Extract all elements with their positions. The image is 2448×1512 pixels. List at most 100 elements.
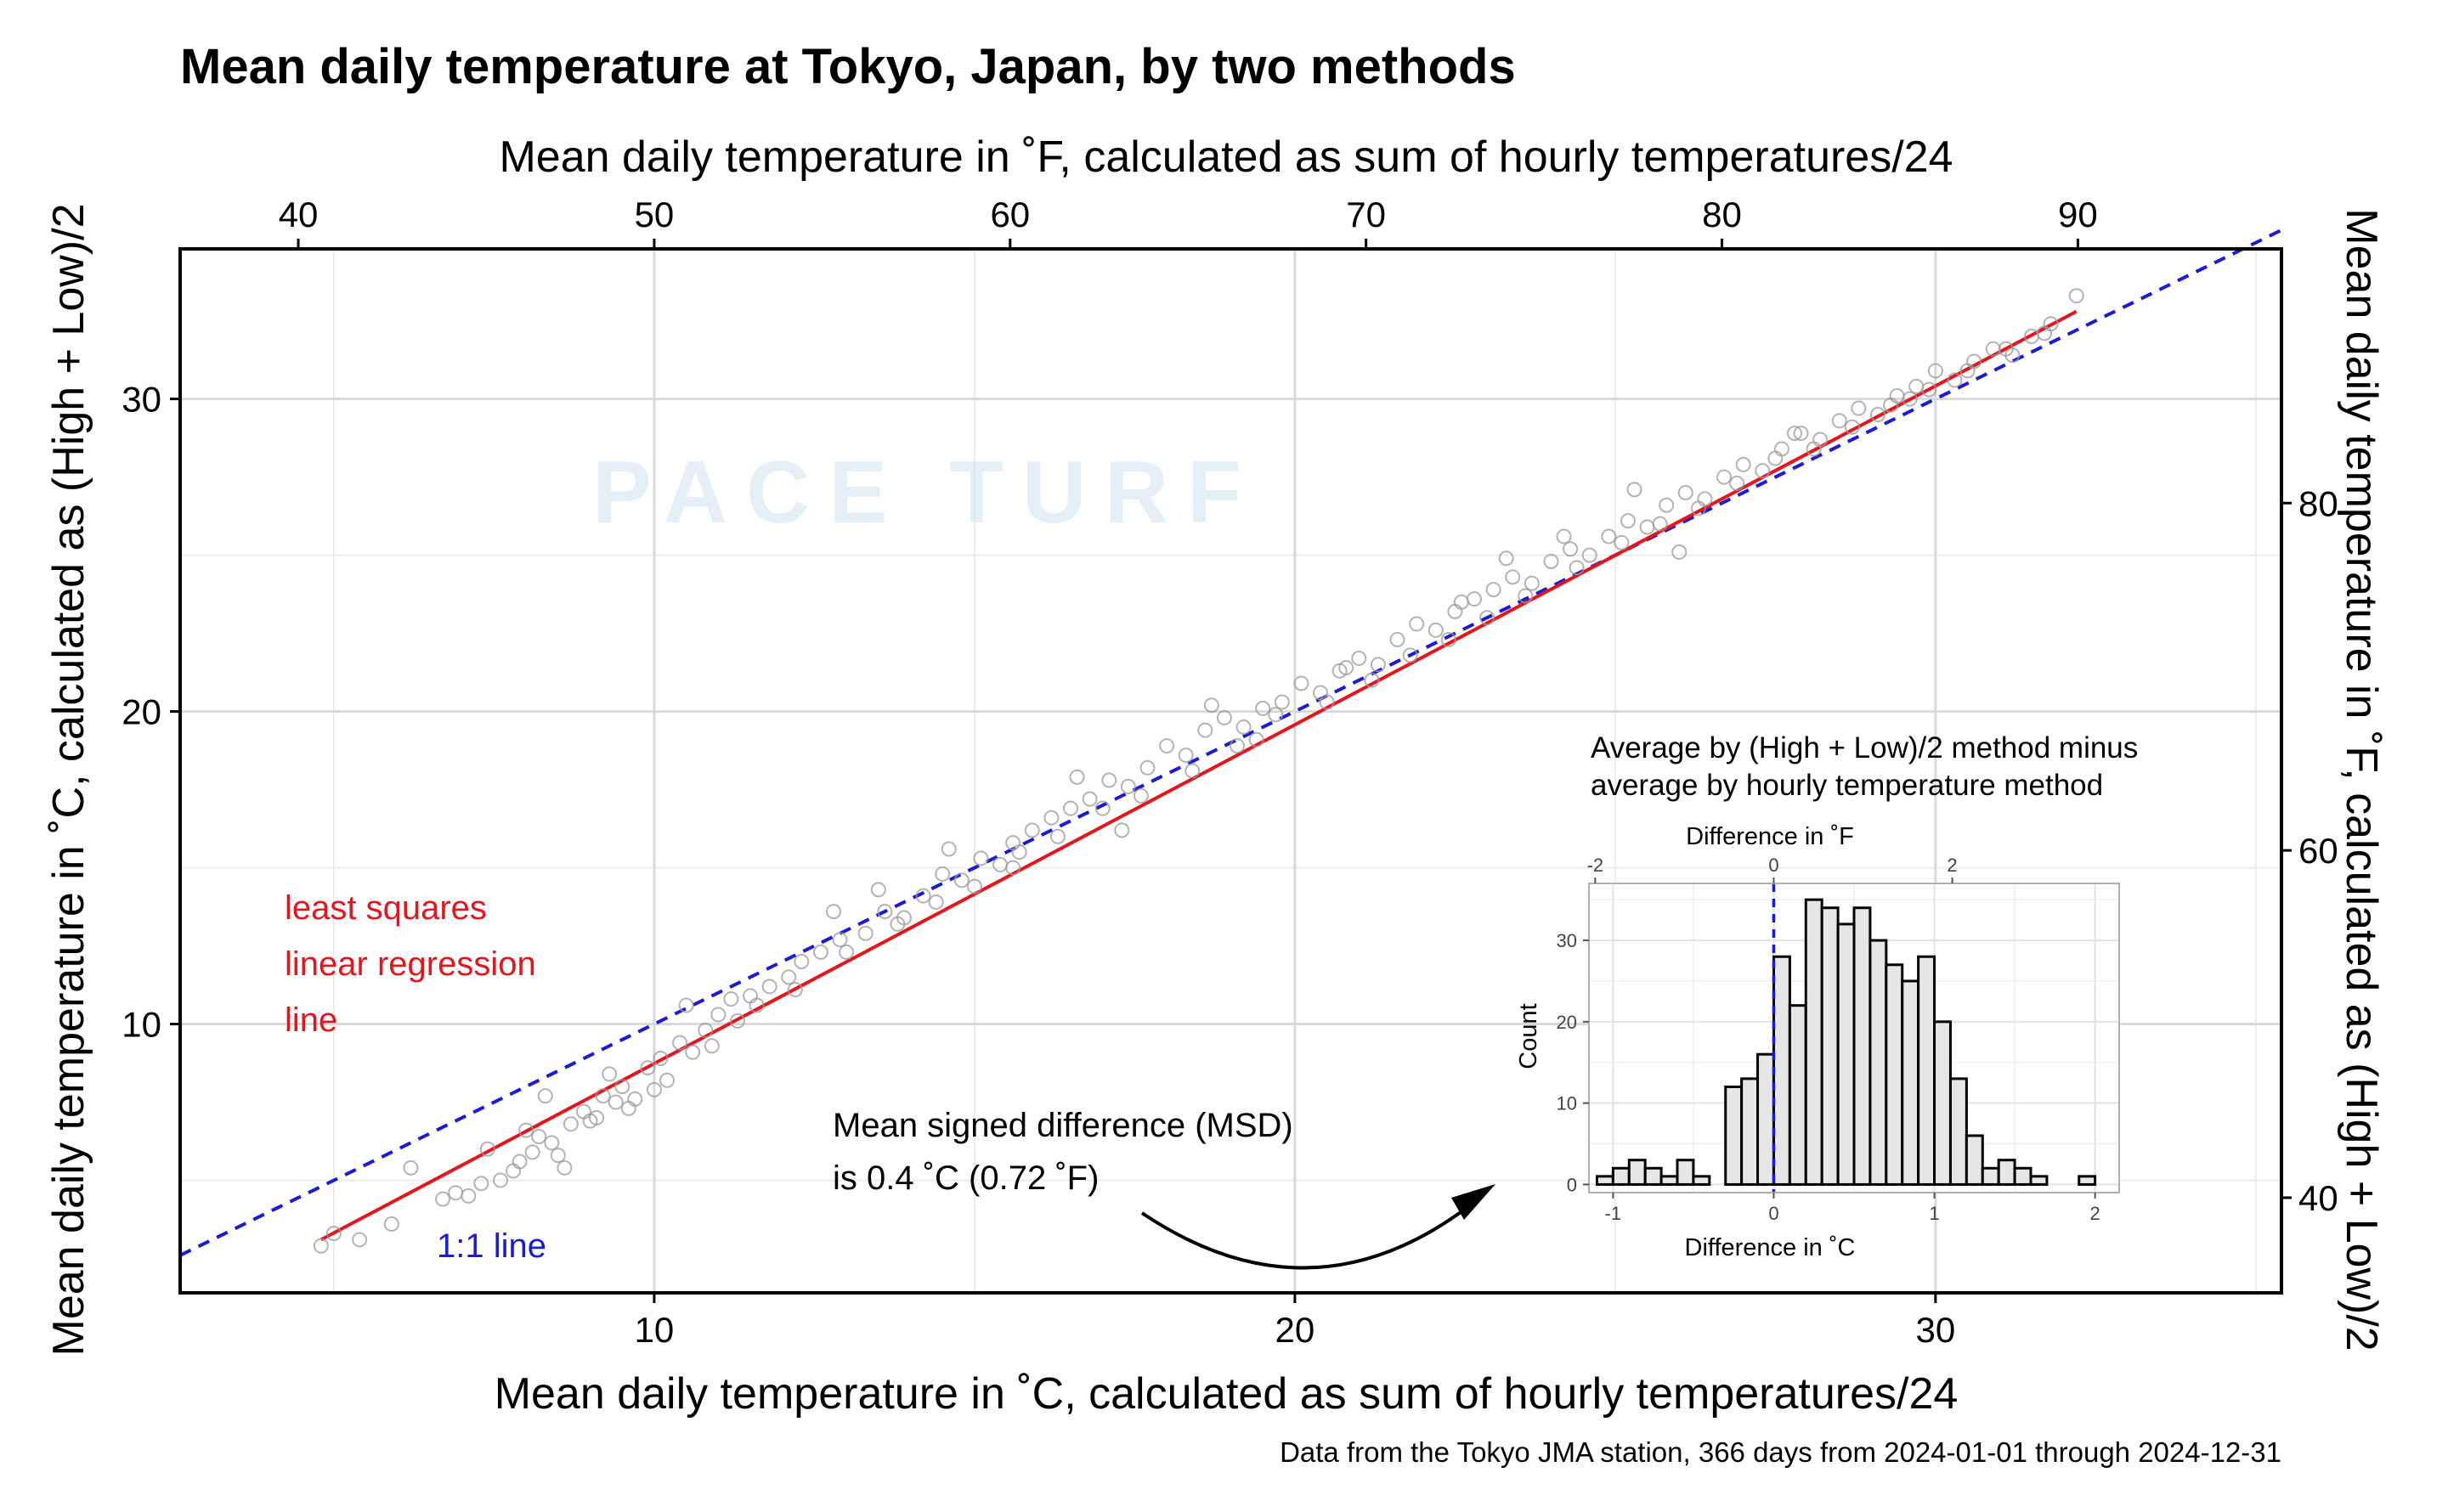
data-point	[1248, 731, 1264, 748]
x2-tick-label: 60	[990, 195, 1030, 234]
data-point	[1409, 616, 1425, 632]
histogram-bar	[1948, 1077, 1968, 1186]
data-point	[1351, 651, 1367, 667]
data-point	[1639, 519, 1655, 535]
data-point	[1203, 697, 1219, 714]
inset-y-label: Count	[1515, 1003, 1542, 1069]
data-point	[448, 1185, 464, 1201]
data-point	[1927, 363, 1943, 379]
histogram-bar	[1997, 1159, 2016, 1186]
histogram-bar	[1836, 922, 1856, 1186]
data-point	[492, 1172, 508, 1188]
data-point	[1069, 769, 1085, 785]
histogram-bar	[1869, 939, 1888, 1186]
data-point	[704, 1038, 720, 1054]
data-point	[544, 1135, 560, 1151]
data-point	[1043, 810, 1060, 826]
data-point	[1467, 591, 1483, 607]
data-point	[1005, 860, 1021, 876]
data-point	[1690, 500, 1706, 516]
data-point	[672, 1035, 688, 1051]
plot-frame	[178, 247, 2283, 1295]
data-point	[787, 982, 803, 998]
histogram-bar	[1659, 1175, 1679, 1186]
data-point	[710, 1007, 726, 1023]
data-point	[812, 944, 828, 960]
data-point	[620, 1100, 636, 1116]
inset-x-label: Difference in ˚C	[1685, 1234, 1856, 1261]
x2-tick-label: 70	[1346, 195, 1386, 234]
data-point	[698, 1022, 714, 1038]
x-tick-label: 10	[635, 1310, 675, 1350]
y-tick-label: 10	[122, 1005, 161, 1045]
data-point	[518, 1122, 534, 1138]
data-point	[512, 1154, 528, 1170]
data-point	[1729, 475, 1745, 491]
data-point	[1659, 497, 1675, 513]
data-point	[614, 1079, 630, 1095]
data-point	[1319, 694, 1335, 710]
y-axis-label: Mean daily temperature in ˚C, calculated…	[44, 204, 93, 1357]
histogram-bar	[1627, 1159, 1647, 1186]
x2-tick-label: 50	[635, 195, 675, 234]
data-point	[1786, 426, 1802, 442]
data-point	[1364, 672, 1380, 688]
data-point	[992, 856, 1009, 872]
histogram-bar	[1901, 979, 1920, 1186]
data-point	[1518, 588, 1534, 604]
inset-x2-tick-label: -2	[1587, 855, 1604, 876]
data-point	[1216, 709, 1232, 725]
inset-x-tick-label: 1	[1929, 1203, 1939, 1224]
histogram-bar	[1611, 1166, 1631, 1186]
y2-tick-label: 60	[2298, 831, 2338, 871]
data-point	[1793, 426, 1809, 442]
data-point	[1049, 828, 1066, 844]
data-point	[1773, 441, 1789, 457]
regression-label-2: linear regression	[285, 945, 536, 983]
data-point	[1581, 547, 1597, 563]
histogram-bar	[1852, 906, 1872, 1186]
data-point	[1524, 575, 1540, 591]
data-point	[1338, 660, 1354, 676]
data-point	[1677, 485, 1693, 501]
data-point	[1498, 550, 1514, 567]
data-point	[1569, 560, 1585, 576]
x2-tick-label: 80	[1702, 195, 1742, 234]
data-point	[1268, 707, 1284, 723]
data-point	[1812, 432, 1829, 448]
data-point	[1133, 787, 1149, 804]
inset-frame	[1588, 883, 2120, 1193]
x-axis-label: Mean daily temperature in ˚C, calculated…	[495, 1369, 1959, 1419]
data-point	[473, 1176, 489, 1192]
data-point	[1235, 719, 1252, 735]
histogram-bar	[1820, 906, 1840, 1186]
histogram-bar	[2013, 1166, 2032, 1186]
data-point	[1851, 400, 1867, 416]
data-point	[608, 1094, 624, 1110]
x2-axis-label: Mean daily temperature in ˚F, calculated…	[499, 133, 1953, 182]
inset-y-tick-label: 20	[1557, 1012, 1577, 1033]
data-point	[550, 1148, 566, 1164]
data-point	[1197, 722, 1213, 738]
histogram-bar	[1981, 1166, 2000, 1186]
data-point	[1293, 675, 1309, 691]
msd-label-2: is 0.4 ˚C (0.72 ˚F)	[833, 1159, 1099, 1197]
data-point	[877, 904, 893, 920]
x2-tick-label: 40	[279, 195, 319, 234]
data-point	[1101, 772, 1117, 788]
data-point	[1274, 694, 1290, 710]
data-point	[640, 1060, 656, 1076]
data-point	[1883, 397, 1899, 413]
data-point	[1921, 381, 1937, 398]
inset-x2-label: Difference in ˚F	[1686, 823, 1854, 850]
data-point	[531, 1129, 547, 1145]
data-point	[1870, 407, 1886, 423]
data-point	[602, 1066, 618, 1082]
data-point	[826, 904, 842, 920]
data-point	[1024, 822, 1040, 838]
data-point	[461, 1188, 477, 1204]
data-point	[506, 1163, 522, 1179]
inset-x-tick-label: -1	[1605, 1203, 1622, 1224]
